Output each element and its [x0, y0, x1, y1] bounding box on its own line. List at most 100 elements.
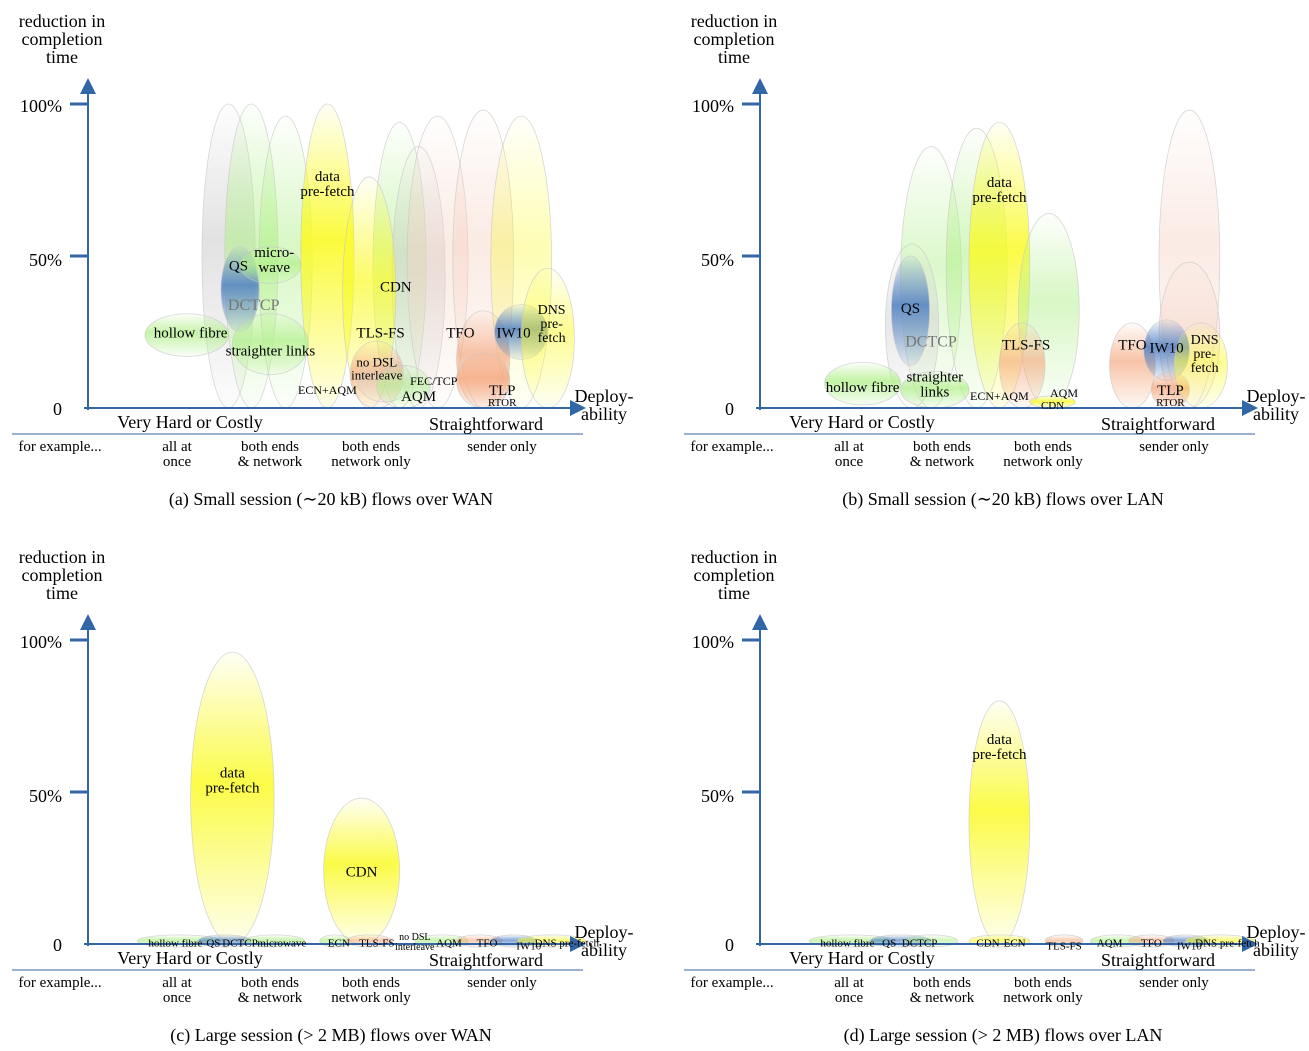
bubble-label-qs: QS: [206, 937, 220, 949]
x-left-label: Very Hard or Costly: [117, 412, 262, 432]
bubble-label-dctcp: DCTCP: [228, 297, 280, 314]
bubble-label-dns-pre-fetch: DNS pre-fetch: [1191, 333, 1219, 376]
y-tick-label-50: 50%: [701, 786, 734, 806]
y-tick-label-0: 0: [725, 399, 734, 419]
category-network-only: both ends network only: [1003, 439, 1083, 470]
x-right-label: Straightforward: [429, 950, 543, 970]
category-network-only: both ends network only: [331, 975, 411, 1006]
bubble-green: [144, 313, 229, 357]
bubble-label-no-dsl-interleave: no DSL interleave: [395, 932, 435, 953]
y-tick-label-100: 100%: [20, 632, 62, 652]
bubble-label-fec-tcp: FEC/TCP: [410, 374, 458, 388]
bubble-label-tfo: TFO: [1141, 937, 1162, 949]
panel-a: reduction in completion time 100% 50% 0 Deploy…: [12, 11, 633, 510]
y-tick-label-50: 50%: [701, 250, 734, 270]
bubble-label-data-pre-fetch: data pre-fetch: [972, 175, 1027, 206]
x-right-label: Straightforward: [1101, 950, 1215, 970]
bubble-label-ecn-aqm: ECN+AQM: [970, 389, 1029, 403]
bubble-green: [231, 313, 309, 375]
bubble-label-dctcp: DCTCP: [905, 334, 957, 351]
bubble-label-tfo: TFO: [1118, 337, 1147, 353]
caption-b: (b) Small session (∼20 kB) flows over LA…: [842, 489, 1164, 510]
bubble-label-cdn: CDN: [976, 937, 999, 949]
category-all-at-once: all at once: [834, 975, 864, 1006]
bubble-yellow: [190, 651, 275, 945]
category-both-ends-network: both ends & network: [238, 439, 303, 470]
bubble-label-tlp: TLP: [1157, 383, 1184, 399]
bubble-label-cdn: CDN: [1041, 400, 1064, 412]
category-for-example: for example...: [690, 975, 773, 991]
bubble-label-ecn-aqm: ECN+AQM: [298, 383, 357, 397]
y-axis-title: reduction in completion time: [19, 547, 105, 603]
panel-c: reduction in completion time 100% 50% 0 Deploy…: [12, 547, 633, 1046]
bubble-green: [824, 361, 902, 406]
x-axis-title: Deploy-ability: [575, 922, 634, 960]
category-both-ends-network: both ends & network: [910, 975, 975, 1006]
bubble-label-micro-wave: micro-wave: [254, 245, 294, 276]
bubble-label-hollow-fibre: hollow fibre: [826, 380, 900, 396]
bubble-label-qs: QS: [901, 301, 920, 317]
bubble-label-straighter-links: straighter links: [226, 343, 316, 359]
x-axis-title: Deploy-ability: [1247, 922, 1306, 960]
bubble-label-tls-fs: TLS-FS: [356, 325, 404, 341]
x-right-label: Straightforward: [429, 414, 543, 434]
category-network-only: both ends network only: [331, 439, 411, 470]
x-left-label: Very Hard or Costly: [789, 412, 934, 432]
bubble-label-ecn: ECN: [328, 937, 350, 949]
bubble-green: [239, 246, 302, 284]
caption-a: (a) Small session (∼20 kB) flows over WA…: [169, 489, 493, 510]
bubble-label-dctcp: DCTCP: [222, 937, 257, 949]
caption-d: (d) Large session (> 2 MB) flows over LA…: [844, 1025, 1163, 1046]
category-all-at-once: all at once: [834, 439, 864, 470]
bubble-label-aqm: AQM: [1050, 386, 1078, 400]
bubble-label-rtor: RTOR: [1156, 397, 1185, 409]
y-tick-label-100: 100%: [692, 96, 734, 116]
y-tick-label-0: 0: [725, 935, 734, 955]
category-sender-only: sender only: [1139, 975, 1209, 991]
y-axis-title: reduction in completion time: [691, 547, 777, 603]
y-axis-title: reduction in completion time: [19, 11, 105, 67]
bubble-label-iw10: IW10: [1177, 940, 1203, 952]
bubble-label-straighter-links: straighter links: [906, 369, 963, 400]
bubble-blue: [891, 255, 930, 366]
bubble-label-ecn: ECN: [1004, 937, 1026, 949]
bubble-label-hollow-fibre: hollow fibre: [820, 937, 874, 949]
bubble-label-dns-pre-fetch: DNS pre-fetch: [535, 937, 600, 949]
bubble-label-tlp: TLP: [489, 383, 516, 399]
bubble-label-tls-fs: TLS-FS: [1002, 337, 1050, 353]
bubble-label-qs: QS: [229, 258, 248, 274]
category-both-ends-network: both ends & network: [238, 975, 303, 1006]
bubble-label-tfo: TFO: [477, 937, 498, 949]
y-tick-label-50: 50%: [29, 250, 62, 270]
bubble-label-data-pre-fetch: data pre-fetch: [205, 766, 260, 797]
y-tick-label-100: 100%: [20, 96, 62, 116]
bubble-label-qs: QS: [882, 937, 896, 949]
bubble-label-tls-fs: TLS-FS: [1046, 940, 1081, 952]
bubble-label-aqm: AQM: [401, 389, 436, 405]
bubble-label-microwave: microwave: [257, 937, 306, 949]
bubble-label-dctcp: DCTCP: [902, 937, 937, 949]
x-right-label: Straightforward: [1101, 414, 1215, 434]
bubble-label-iw10: IW10: [497, 325, 531, 341]
category-all-at-once: all at once: [162, 439, 192, 470]
bubble-label-iw10: IW10: [516, 940, 542, 952]
bubble-label-dns-pre-fetch: DNS pre-fetch: [1195, 937, 1260, 949]
bubble-label-tfo: TFO: [446, 325, 475, 341]
x-left-label: Very Hard or Costly: [117, 948, 262, 968]
bubble-label-data-pre-fetch: data pre-fetch: [300, 169, 355, 200]
y-tick-label-100: 100%: [692, 632, 734, 652]
y-tick-label-50: 50%: [29, 786, 62, 806]
x-axis-title: Deploy-ability: [1247, 386, 1306, 424]
bubble-label-tls-fs: TLS-FS: [359, 937, 394, 949]
x-left-label: Very Hard or Costly: [789, 948, 934, 968]
bubble-label-aqm: AQM: [1097, 937, 1123, 949]
y-tick-label-0: 0: [53, 935, 62, 955]
panel-b: reduction in completion time 100% 50% 0 Deploy…: [684, 11, 1305, 510]
x-axis-title: Deploy-ability: [575, 386, 634, 424]
category-for-example: for example...: [690, 439, 773, 455]
panel-d: reduction in completion time 100% 50% 0 Deploy…: [684, 547, 1305, 1046]
category-sender-only: sender only: [467, 439, 537, 455]
category-for-example: for example...: [18, 439, 101, 455]
